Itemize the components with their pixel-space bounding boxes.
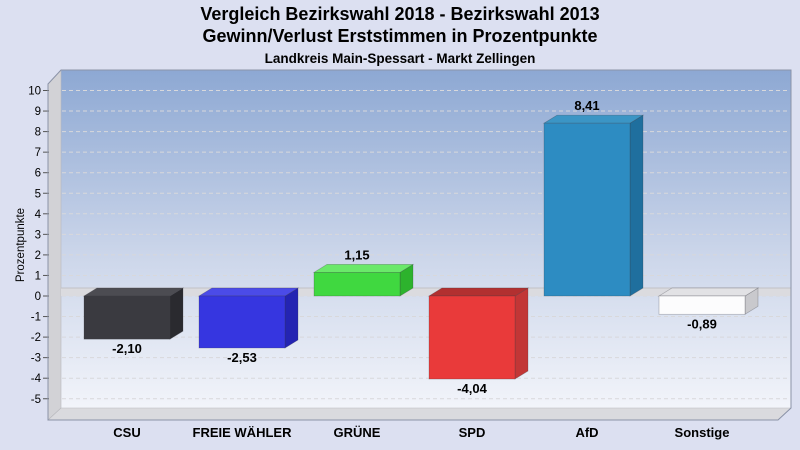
x-category-label-spd: SPD: [459, 425, 486, 440]
chart-title-line1: Vergleich Bezirkswahl 2018 - Bezirkswahl…: [200, 4, 600, 24]
bar-spd: -4,04: [427, 287, 530, 396]
zero-plane: [61, 288, 791, 296]
y-tick-label: 9: [35, 106, 41, 118]
y-tick-label: -4: [31, 373, 42, 385]
x-category-label-gr-ne: GRÜNE: [334, 425, 381, 440]
bar-top-face: [82, 287, 185, 297]
y-tick-label: 0: [35, 291, 41, 303]
bar-top-face: [427, 287, 530, 297]
bar-value-label: -4,04: [457, 381, 487, 396]
bar-freie-w-hler: -2,53: [197, 287, 300, 365]
plot-frame: [47, 69, 792, 421]
chart-title-line2: Gewinn/Verlust Erststimmen in Prozentpun…: [202, 26, 598, 46]
y-tick-label: 7: [35, 147, 41, 159]
bar-gr-ne: 1,15: [312, 247, 415, 297]
y-tick-label: -2: [31, 332, 41, 344]
plot-area: [61, 70, 791, 408]
bar-top-face: [312, 264, 415, 273]
bar-side-face: [284, 287, 299, 349]
axis-floor: [47, 407, 792, 421]
y-tick-label: 8: [35, 127, 41, 139]
y-tick-label: 5: [35, 188, 41, 200]
y-tick-label: 6: [35, 168, 41, 180]
bar-front-face: [543, 122, 631, 297]
bar-top-face: [197, 287, 300, 297]
y-gridlines: [62, 90, 790, 400]
bar-side-face: [514, 287, 529, 380]
bar-front-face: [658, 295, 746, 315]
bar-side-face: [169, 287, 184, 340]
axis-wall-left: [47, 69, 62, 421]
y-tick-label: 4: [35, 209, 42, 221]
bar-sonstige: -0,89: [657, 287, 760, 331]
x-category-label-sonstige: Sonstige: [675, 425, 730, 440]
x-category-label-freie-w-hler: FREIE WÄHLER: [193, 425, 293, 440]
bar-value-label: 8,41: [574, 98, 599, 113]
bar-front-face: [198, 295, 286, 349]
chart-subtitle: Landkreis Main-Spessart - Markt Zellinge…: [264, 51, 536, 66]
x-category-label-csu: CSU: [113, 425, 140, 440]
y-tick-label: -3: [31, 353, 41, 365]
bar-value-label: -2,10: [112, 341, 142, 356]
y-tick-label: 3: [35, 229, 41, 241]
bar-top-face: [657, 287, 760, 297]
y-tick-label: 1: [35, 270, 41, 282]
y-tick-label: -1: [31, 312, 41, 324]
y-tick-label: 10: [28, 86, 41, 98]
bar-front-face: [313, 272, 401, 297]
bar-front-face: [83, 295, 171, 340]
y-tick-label: -5: [31, 394, 41, 406]
bar-afd: 8,41: [542, 98, 645, 297]
bar-top-face: [542, 114, 645, 124]
bar-side-face: [629, 114, 644, 297]
y-tick-label: 2: [35, 250, 41, 262]
bar-front-face: [428, 295, 516, 380]
bar-value-label: -0,89: [687, 316, 717, 331]
x-category-label-afd: AfD: [575, 425, 598, 440]
bar-csu: -2,10: [82, 287, 185, 356]
bar-value-label: 1,15: [344, 247, 369, 262]
bar-value-label: -2,53: [227, 350, 257, 365]
